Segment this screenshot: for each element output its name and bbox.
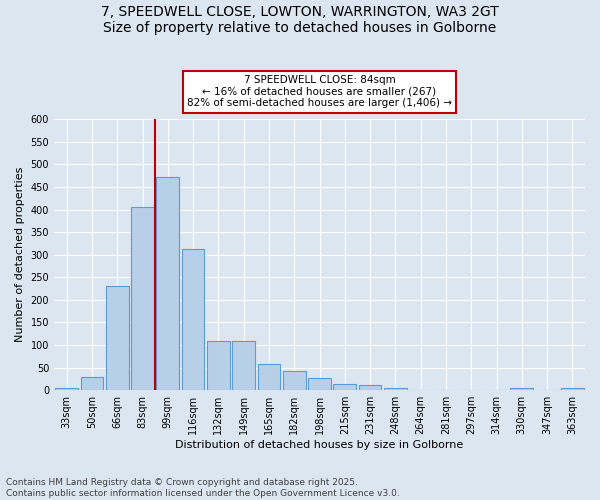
- Bar: [257, 364, 280, 390]
- Text: Contains HM Land Registry data © Crown copyright and database right 2025.
Contai: Contains HM Land Registry data © Crown c…: [6, 478, 400, 498]
- Bar: [207, 340, 230, 390]
- Bar: [561, 388, 584, 390]
- Bar: [80, 376, 103, 390]
- Text: 7, SPEEDWELL CLOSE, LOWTON, WARRINGTON, WA3 2GT
Size of property relative to det: 7, SPEEDWELL CLOSE, LOWTON, WARRINGTON, …: [101, 5, 499, 35]
- Bar: [308, 378, 331, 390]
- X-axis label: Distribution of detached houses by size in Golborne: Distribution of detached houses by size …: [175, 440, 464, 450]
- Bar: [55, 388, 78, 390]
- Bar: [334, 384, 356, 390]
- Bar: [511, 388, 533, 390]
- Bar: [283, 371, 305, 390]
- Bar: [359, 385, 382, 390]
- Bar: [232, 340, 255, 390]
- Bar: [384, 388, 407, 390]
- Bar: [106, 286, 128, 390]
- Bar: [157, 176, 179, 390]
- Y-axis label: Number of detached properties: Number of detached properties: [15, 167, 25, 342]
- Bar: [182, 250, 205, 390]
- Text: 7 SPEEDWELL CLOSE: 84sqm
← 16% of detached houses are smaller (267)
82% of semi-: 7 SPEEDWELL CLOSE: 84sqm ← 16% of detach…: [187, 75, 452, 108]
- Bar: [131, 208, 154, 390]
